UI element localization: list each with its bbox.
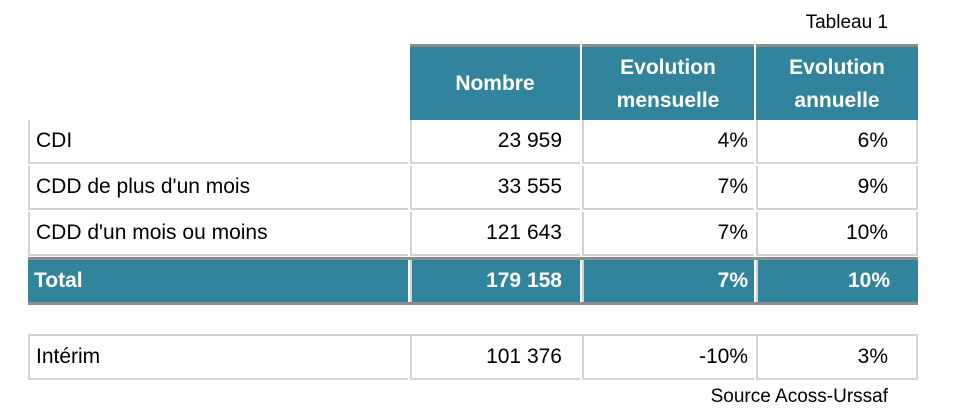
- total-row: Total 179 158 7% 10%: [28, 257, 918, 305]
- row-annuelle: 10%: [756, 212, 918, 256]
- total-annuelle: 10%: [756, 260, 918, 302]
- table-row: CDI 23 959 4% 6%: [28, 120, 918, 166]
- row-nombre: 121 643: [410, 212, 580, 256]
- interim-mensuelle: -10%: [582, 336, 754, 380]
- row-annuelle: 9%: [756, 166, 918, 210]
- header-nombre: Nombre: [410, 44, 580, 120]
- interim-annuelle: 3%: [756, 336, 918, 380]
- source-note: Source Acoss-Urssaf: [710, 386, 888, 407]
- row-nombre: 23 959: [410, 120, 580, 164]
- interim-label: Intérim: [28, 336, 408, 380]
- interim-nombre: 101 376: [410, 336, 580, 380]
- total-label: Total: [28, 260, 408, 302]
- row-mensuelle: 4%: [582, 120, 754, 164]
- header-evolution-annuelle: Evolution annuelle: [756, 44, 918, 120]
- row-annuelle: 6%: [756, 120, 918, 164]
- row-mensuelle: 7%: [582, 166, 754, 210]
- table-caption: Tableau 1: [805, 12, 888, 33]
- row-mensuelle: 7%: [582, 212, 754, 256]
- row-label: CDI: [28, 120, 408, 164]
- total-nombre: 179 158: [410, 260, 580, 302]
- row-label: CDD d'un mois ou moins: [28, 212, 408, 256]
- table-row: CDD de plus d'un mois 33 555 7% 9%: [28, 166, 918, 212]
- header-evolution-mensuelle: Evolution mensuelle: [582, 44, 754, 120]
- table-row: CDD d'un mois ou moins 121 643 7% 10%: [28, 212, 918, 258]
- interim-row: Intérim 101 376 -10% 3%: [28, 334, 918, 382]
- row-label: CDD de plus d'un mois: [28, 166, 408, 210]
- row-nombre: 33 555: [410, 166, 580, 210]
- total-mensuelle: 7%: [582, 260, 754, 302]
